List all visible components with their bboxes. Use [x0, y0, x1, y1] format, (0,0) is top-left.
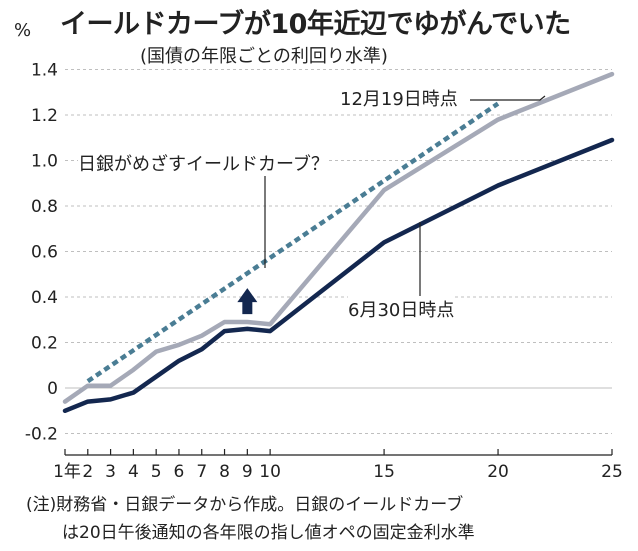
y-tick-label: 0.4: [31, 288, 58, 308]
y-tick-label: 0.8: [31, 197, 58, 217]
x-tick-label: 10: [259, 462, 281, 482]
source-note-line1: (注)財務省・日銀データから作成。日銀のイールドカーブ: [26, 495, 464, 515]
y-tick-label: 1.0: [31, 152, 58, 172]
dec19-line: [62, 71, 615, 404]
x-tick-label: 7: [196, 462, 207, 482]
y-tick-label: 0.2: [31, 334, 58, 354]
boj-target-dashed-line: [86, 101, 500, 384]
y-tick-label: 1.4: [31, 61, 58, 81]
y-tick-label: 0: [47, 379, 58, 399]
x-tick-label: 1年: [53, 462, 81, 482]
x-tick-label: 25: [601, 462, 623, 482]
chart-title: イールドカーブが10年近辺でゆがんでいた: [60, 9, 571, 40]
up-arrow-icon: [237, 288, 258, 315]
label-boj-target: 日銀がめざすイールドカーブ？: [78, 150, 329, 176]
jun30-line: [62, 137, 615, 414]
y-tick-label: 1.2: [31, 106, 58, 126]
x-tick-label: 20: [487, 462, 509, 482]
y-axis-unit: %: [14, 20, 32, 41]
x-tick-label: 4: [128, 462, 139, 482]
dec19-leader: [470, 95, 546, 101]
label-jun30: 6月30日時点: [348, 296, 455, 322]
label-dec19: 12月19日時点: [340, 85, 458, 111]
x-tick-label: 5: [151, 462, 162, 482]
chart-subtitle: (国債の年限ごとの利回り水準): [140, 46, 388, 67]
x-tick-label: 15: [373, 462, 395, 482]
x-tick-label: 2: [82, 462, 93, 482]
x-tick-label: 9: [242, 462, 253, 482]
x-tick-label: 6: [174, 462, 185, 482]
x-tick-label: 8: [219, 462, 230, 482]
y-tick-label: -0.2: [25, 425, 58, 445]
source-note-line2: は20日午後通知の各年限の指し値オペの固定金利水準: [62, 523, 475, 543]
x-tick-label: 3: [105, 462, 116, 482]
y-tick-label: 0.6: [31, 243, 58, 263]
